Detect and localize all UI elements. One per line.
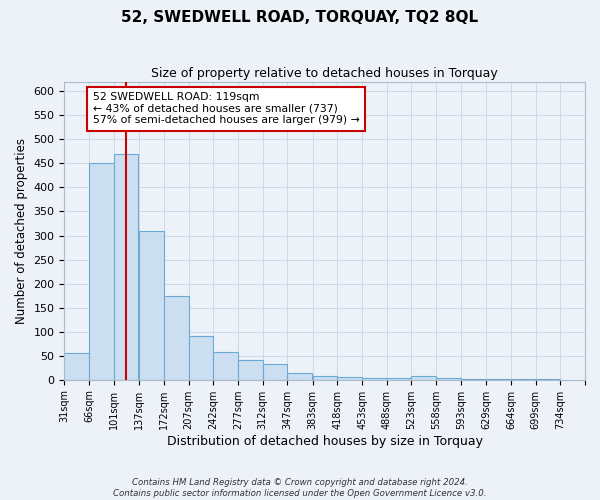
Y-axis label: Number of detached properties: Number of detached properties	[15, 138, 28, 324]
X-axis label: Distribution of detached houses by size in Torquay: Distribution of detached houses by size …	[167, 434, 483, 448]
Bar	[362, 378, 387, 380]
Bar	[188, 336, 213, 380]
Text: 52 SWEDWELL ROAD: 119sqm
← 43% of detached houses are smaller (737)
57% of semi-: 52 SWEDWELL ROAD: 119sqm ← 43% of detach…	[92, 92, 359, 126]
Bar	[287, 372, 312, 380]
Bar	[313, 376, 337, 380]
Bar	[164, 296, 188, 380]
Bar	[337, 378, 362, 380]
Bar	[486, 379, 511, 380]
Bar	[436, 378, 461, 380]
Bar	[536, 379, 560, 380]
Bar	[387, 378, 412, 380]
Bar	[64, 354, 89, 380]
Bar	[412, 376, 436, 380]
Bar	[139, 230, 164, 380]
Title: Size of property relative to detached houses in Torquay: Size of property relative to detached ho…	[151, 68, 498, 80]
Bar	[213, 352, 238, 380]
Bar	[238, 360, 263, 380]
Text: Contains HM Land Registry data © Crown copyright and database right 2024.
Contai: Contains HM Land Registry data © Crown c…	[113, 478, 487, 498]
Text: 52, SWEDWELL ROAD, TORQUAY, TQ2 8QL: 52, SWEDWELL ROAD, TORQUAY, TQ2 8QL	[121, 10, 479, 25]
Bar	[114, 154, 139, 380]
Bar	[263, 364, 287, 380]
Bar	[89, 164, 114, 380]
